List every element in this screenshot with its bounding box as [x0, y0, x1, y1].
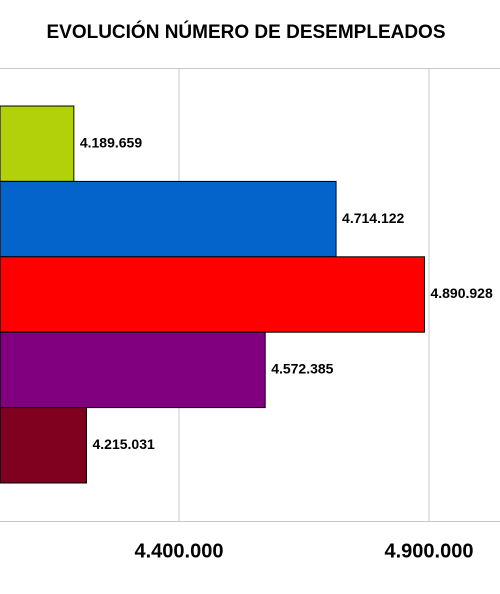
bar	[0, 331, 266, 409]
value-label: 4.215.031	[93, 436, 155, 452]
x-tick-label: 4.400.000	[135, 540, 224, 562]
bar	[0, 256, 425, 333]
bar	[0, 105, 75, 182]
value-label: 4.890.928	[430, 285, 492, 301]
value-label: 4.189.659	[80, 134, 142, 150]
value-label: 4.572.385	[271, 361, 333, 377]
x-tick-label: 4.900.000	[385, 540, 474, 562]
chart-title: EVOLUCIÓN NÚMERO DE DESEMPLEADOS	[46, 21, 445, 43]
value-label: 4.714.122	[342, 210, 404, 226]
bar	[0, 407, 88, 484]
bar	[0, 180, 337, 258]
